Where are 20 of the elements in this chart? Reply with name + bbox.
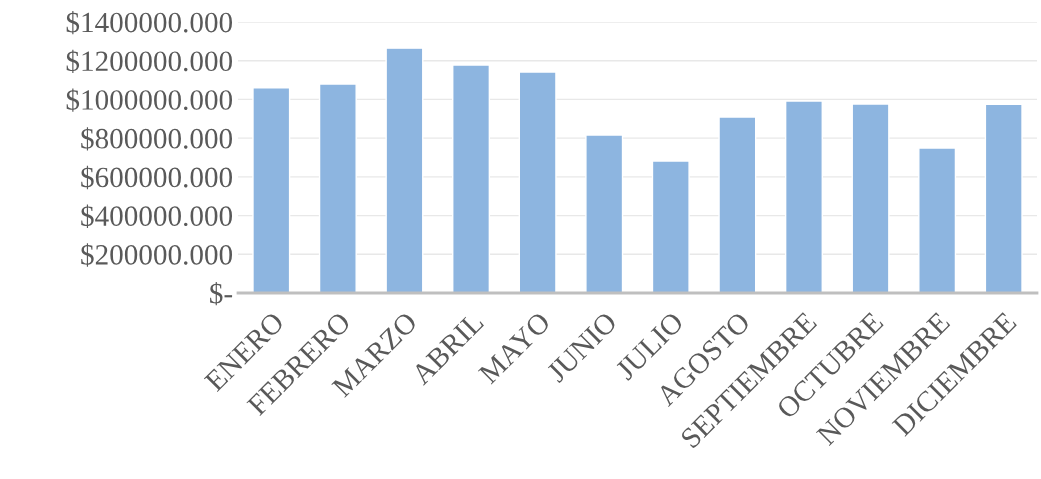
bar [518, 71, 557, 293]
bar [585, 134, 624, 293]
y-tick-label: $- [210, 282, 233, 306]
bar [851, 103, 890, 293]
bar [452, 64, 491, 293]
bar [918, 147, 957, 293]
y-tick-label: $200000.000 [81, 243, 233, 267]
bar [784, 100, 823, 293]
y-tick-label: $1000000.000 [66, 88, 233, 112]
bar [252, 87, 291, 293]
bar [984, 103, 1023, 293]
y-tick-label: $1400000.000 [66, 11, 233, 35]
y-tick-label: $800000.000 [81, 127, 233, 151]
y-tick-label: $600000.000 [81, 165, 233, 190]
bar [718, 116, 757, 293]
y-tick-label: $1200000.000 [66, 49, 233, 74]
bar [651, 160, 690, 293]
bar [318, 83, 357, 293]
bar [385, 47, 424, 293]
y-tick-label: $400000.000 [81, 204, 233, 228]
